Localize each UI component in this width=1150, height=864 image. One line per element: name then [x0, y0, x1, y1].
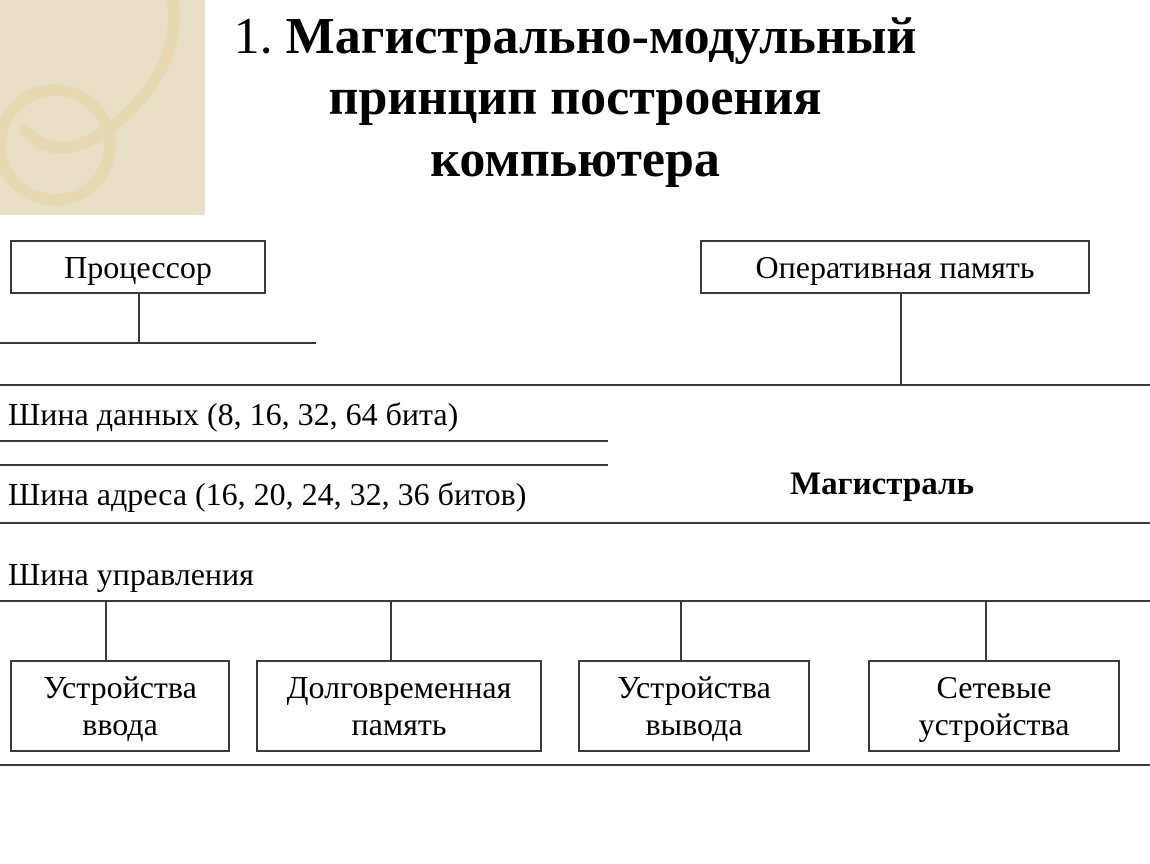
box-input-l2: ввода	[82, 706, 158, 742]
bottom-underline	[0, 764, 1150, 766]
box-output: Устройства вывода	[578, 660, 810, 752]
title-line-3: компьютера	[430, 131, 720, 188]
bus-addr-label: Шина адреса (16, 20, 24, 32, 36 битов)	[8, 476, 526, 513]
box-longmem: Долговременная память	[256, 660, 542, 752]
box-input-l1: Устройства	[43, 669, 197, 705]
conn-longmem	[390, 600, 392, 660]
title-line-2: принцип построения	[329, 69, 822, 126]
conn-input	[105, 600, 107, 660]
slide-title: 1. Магистрально-модульный принцип постро…	[0, 6, 1150, 190]
conn-net	[985, 600, 987, 660]
box-net: Сетевые устройства	[868, 660, 1120, 752]
box-net-l1: Сетевые	[937, 669, 1052, 705]
bus-data-under	[0, 440, 608, 442]
bus-addr-over	[0, 464, 608, 466]
conn-ram-v	[900, 294, 902, 384]
title-number: 1.	[234, 8, 273, 65]
box-ram: Оперативная память	[700, 240, 1090, 294]
slide: 1. Магистрально-модульный принцип постро…	[0, 0, 1150, 864]
box-net-l2: устройства	[919, 706, 1070, 742]
bus-top	[0, 384, 1150, 386]
bus-ctrl-label: Шина управления	[8, 556, 254, 593]
magistral-label: Магистраль	[790, 466, 974, 503]
bus-ctrl-under	[0, 600, 1150, 602]
box-processor: Процессор	[10, 240, 266, 294]
bus-data-label: Шина данных (8, 16, 32, 64 бита)	[8, 396, 458, 433]
box-longmem-l2: память	[352, 706, 447, 742]
title-line-1: Магистрально-модульный	[286, 8, 917, 65]
conn-processor-under	[0, 342, 316, 344]
box-longmem-l1: Долговременная	[287, 669, 512, 705]
box-output-l1: Устройства	[617, 669, 771, 705]
conn-output	[680, 600, 682, 660]
box-output-l2: вывода	[645, 706, 742, 742]
conn-processor-v	[138, 294, 140, 342]
box-input: Устройства ввода	[10, 660, 230, 752]
bus-diagram: Процессор Оперативная память Шина данных…	[0, 240, 1150, 860]
bus-addr-under	[0, 522, 1150, 524]
